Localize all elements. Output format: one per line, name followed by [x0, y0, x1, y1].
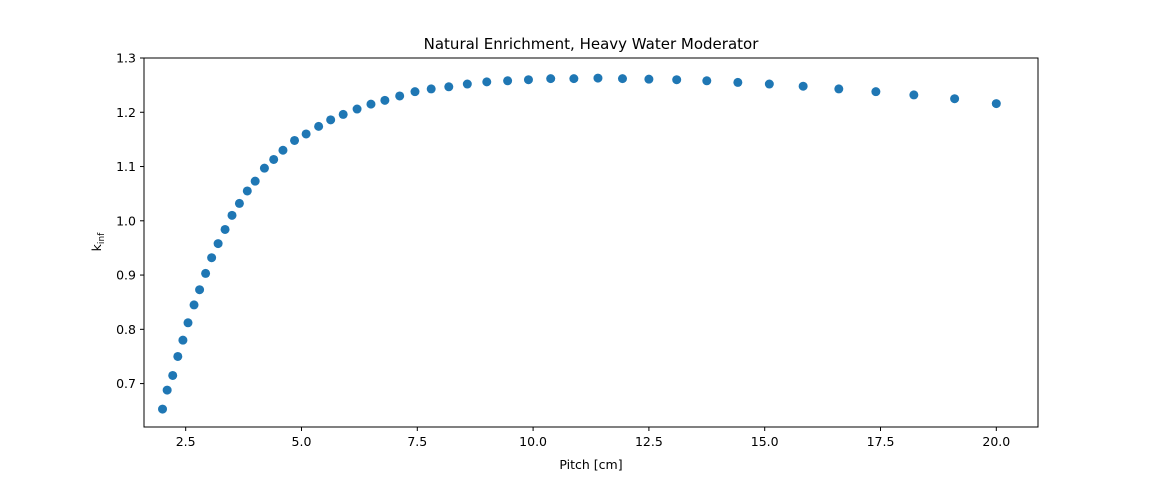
data-point — [503, 76, 513, 86]
y-tick-label: 1.3 — [116, 51, 136, 66]
data-point — [195, 285, 205, 295]
y-axis-label-subscript: inf — [97, 232, 107, 244]
data-point — [569, 74, 579, 84]
data-point — [301, 129, 311, 139]
x-tick-label: 12.5 — [635, 434, 663, 449]
data-point — [764, 79, 774, 89]
y-tick-label: 1.1 — [116, 159, 136, 174]
data-point — [702, 76, 712, 86]
data-point — [366, 99, 376, 109]
data-point — [644, 74, 654, 84]
y-axis-label: kinf — [89, 232, 107, 251]
data-point — [482, 77, 492, 87]
data-point — [189, 300, 199, 310]
data-point — [290, 135, 300, 145]
y-tick-label: 0.8 — [116, 322, 136, 337]
data-point — [410, 87, 420, 97]
y-axis-ticks: 0.7 0.8 0.9 1.0 1.1 1.2 1.3 — [116, 51, 144, 391]
x-tick-label: 5.0 — [292, 434, 312, 449]
data-point — [523, 75, 533, 85]
data-point — [672, 75, 682, 85]
data-point — [227, 210, 237, 220]
x-axis-label: Pitch [cm] — [559, 457, 622, 472]
x-tick-label: 7.5 — [407, 434, 427, 449]
data-point — [380, 95, 390, 105]
data-point — [593, 73, 603, 83]
data-point — [278, 145, 288, 155]
data-point — [220, 224, 230, 234]
y-axis-label-main: k — [89, 243, 104, 251]
data-points — [158, 73, 1001, 414]
data-point — [314, 121, 324, 131]
data-point — [162, 385, 172, 395]
data-point — [201, 268, 211, 278]
data-point — [213, 239, 223, 249]
data-point — [250, 176, 260, 186]
chart-title: Natural Enrichment, Heavy Water Moderato… — [424, 35, 760, 53]
data-point — [207, 253, 217, 263]
data-point — [259, 163, 269, 173]
x-tick-label: 10.0 — [519, 434, 547, 449]
data-point — [395, 91, 405, 101]
data-point — [338, 109, 348, 119]
data-point — [871, 87, 881, 97]
data-point — [444, 82, 454, 92]
data-point — [173, 351, 183, 361]
x-tick-label: 15.0 — [751, 434, 779, 449]
data-point — [426, 84, 436, 94]
data-point — [462, 79, 472, 89]
data-point — [798, 81, 808, 91]
y-tick-label: 0.9 — [116, 268, 136, 283]
data-point — [733, 77, 743, 87]
data-point — [617, 74, 627, 84]
x-axis-ticks: 2.5 5.0 7.5 10.0 12.5 15.0 17.5 20.0 — [176, 427, 1010, 449]
data-point — [834, 84, 844, 94]
y-tick-label: 1.0 — [116, 213, 136, 228]
data-point — [352, 104, 362, 114]
data-point — [183, 318, 193, 328]
x-tick-label: 20.0 — [982, 434, 1010, 449]
y-tick-label: 0.7 — [116, 376, 136, 391]
x-tick-label: 2.5 — [176, 434, 196, 449]
data-point — [168, 370, 178, 380]
data-point — [326, 115, 336, 125]
y-tick-label: 1.2 — [116, 105, 136, 120]
data-point — [234, 198, 244, 208]
data-point — [909, 90, 919, 100]
data-point — [178, 335, 188, 345]
data-point — [242, 186, 252, 196]
data-point — [950, 94, 960, 104]
data-point — [269, 154, 279, 164]
data-point — [158, 404, 168, 414]
x-tick-label: 17.5 — [867, 434, 895, 449]
plot-frame — [143, 57, 1039, 428]
data-point — [546, 74, 556, 84]
data-point — [991, 99, 1001, 109]
